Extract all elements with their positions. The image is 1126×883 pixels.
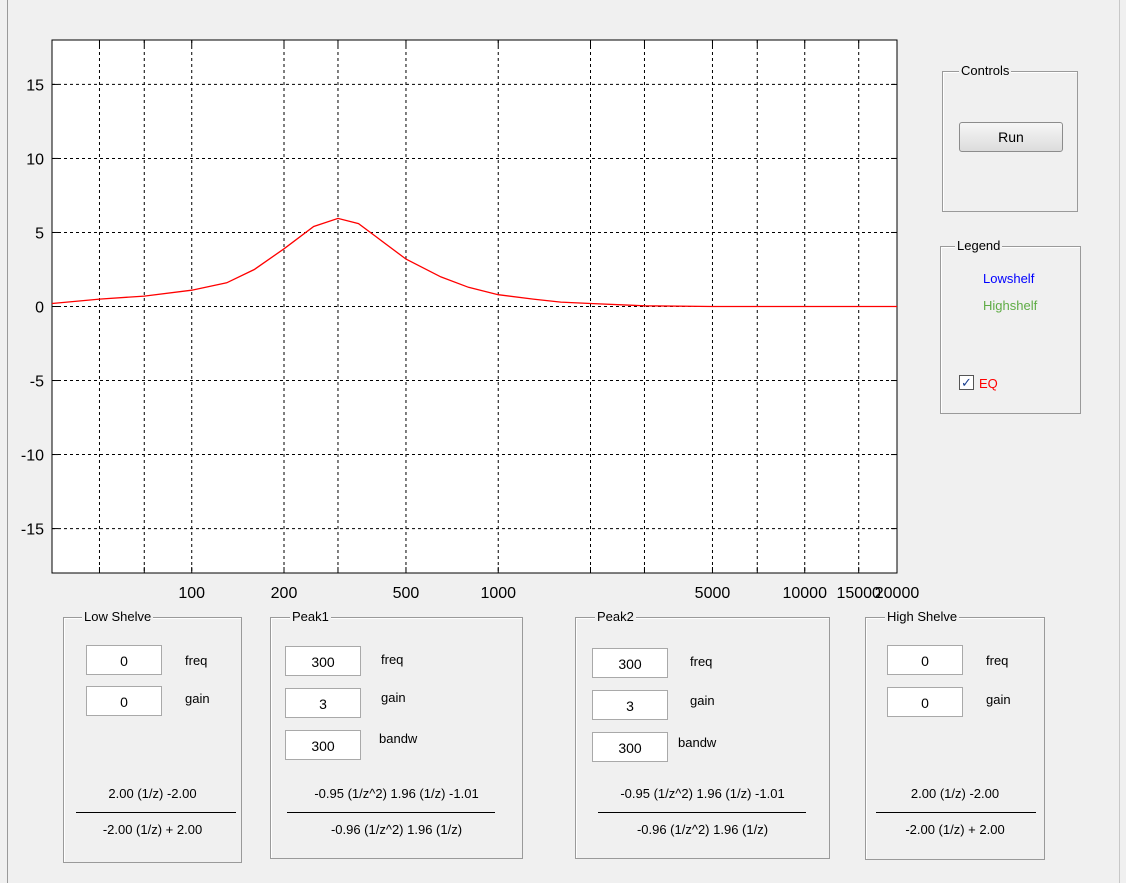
x-tick-label: 15000 [836, 585, 881, 602]
peak2-numerator: -0.95 (1/z^2) 1.96 (1/z) -1.01 [620, 786, 785, 801]
peak2-gain-label: gain [690, 693, 715, 708]
y-tick-label: -10 [21, 448, 44, 465]
peak2-freq-input[interactable]: 300 [592, 648, 668, 678]
peak2-gain-input[interactable]: 3 [592, 690, 668, 720]
axis-ticks [52, 40, 898, 573]
peak1-bandw-label: bandw [379, 731, 418, 746]
y-tick-label: 0 [35, 300, 44, 317]
high-shelve-title: High Shelve [885, 608, 960, 626]
low-numerator: 2.00 (1/z) -2.00 [108, 786, 197, 801]
high-freq-label: freq [986, 653, 1009, 668]
peak2-denominator: -0.96 (1/z^2) 1.96 (1/z) [636, 822, 769, 837]
legend-highshelf: Highshelf [983, 298, 1038, 313]
peak1-panel: Peak1 300 freq 3 gain 300 bandw -0.95 (1… [270, 608, 523, 859]
peak1-bandw-input[interactable]: 300 [285, 730, 361, 760]
x-tick-label: 10000 [782, 585, 827, 602]
peak1-numerator: -0.95 (1/z^2) 1.96 (1/z) -1.01 [314, 786, 479, 801]
eq-checkbox[interactable]: ✓ [959, 375, 974, 390]
x-tick-label: 20000 [875, 585, 920, 602]
controls-title: Controls [959, 62, 1012, 80]
low-fraction-bar [76, 812, 236, 813]
low-freq-label: freq [185, 653, 208, 668]
high-gain-input[interactable]: 0 [887, 687, 963, 717]
peak2-bandw-input[interactable]: 300 [592, 732, 668, 762]
y-tick-labels: 15 10 5 0 -5 -10 -15 [21, 77, 44, 538]
peak1-gain-input[interactable]: 3 [285, 688, 361, 718]
high-fraction-bar [876, 812, 1036, 813]
peak1-freq-input[interactable]: 300 [285, 646, 361, 676]
peak2-bandw-label: bandw [678, 735, 717, 750]
y-tick-label: -15 [21, 522, 44, 539]
y-tick-label: 15 [26, 77, 44, 94]
low-gain-label: gain [185, 691, 210, 706]
legend-eq: EQ [979, 376, 998, 391]
high-shelve-panel: High Shelve 0 freq 0 gain 2.00 (1/z) -2.… [865, 608, 1045, 860]
peak2-freq-label: freq [690, 654, 713, 669]
low-shelve-title: Low Shelve [82, 608, 154, 626]
y-tick-label: -5 [30, 374, 44, 391]
legend-title: Legend [955, 237, 1003, 255]
high-denominator: -2.00 (1/z) + 2.00 [905, 822, 1005, 837]
peak2-panel: Peak2 300 freq 3 gain 300 bandw -0.95 (1… [575, 608, 830, 859]
legend-lowshelf: Lowshelf [983, 271, 1035, 286]
x-tick-label: 200 [271, 585, 298, 602]
peak2-fraction-bar [598, 812, 806, 813]
controls-panel: Controls Run [942, 62, 1078, 212]
x-tick-label: 500 [393, 585, 420, 602]
legend-panel: Legend Lowshelf Highshelf ✓ EQ [940, 237, 1081, 414]
low-denominator: -2.00 (1/z) + 2.00 [102, 822, 203, 837]
grid [52, 40, 897, 573]
peak2-title: Peak2 [595, 608, 636, 626]
high-freq-input[interactable]: 0 [887, 645, 963, 675]
y-tick-label: 10 [26, 151, 44, 168]
run-button[interactable]: Run [959, 122, 1063, 152]
low-shelve-panel: Low Shelve 0 freq 0 gain 2.00 (1/z) -2.0… [63, 608, 242, 863]
high-gain-label: gain [986, 692, 1011, 707]
peak1-title: Peak1 [290, 608, 331, 626]
x-tick-label: 5000 [695, 585, 731, 602]
x-tick-label: 1000 [480, 585, 516, 602]
low-freq-input[interactable]: 0 [86, 645, 162, 675]
high-numerator: 2.00 (1/z) -2.00 [910, 786, 1000, 801]
peak1-fraction-bar [287, 812, 495, 813]
peak1-freq-label: freq [381, 652, 404, 667]
eq-response-curve [51, 217, 897, 308]
peak1-gain-label: gain [381, 690, 406, 705]
low-gain-input[interactable]: 0 [86, 686, 162, 716]
peak1-denominator: -0.96 (1/z^2) 1.96 (1/z) [330, 822, 463, 837]
y-tick-label: 5 [35, 225, 44, 242]
x-tick-label: 100 [178, 585, 205, 602]
